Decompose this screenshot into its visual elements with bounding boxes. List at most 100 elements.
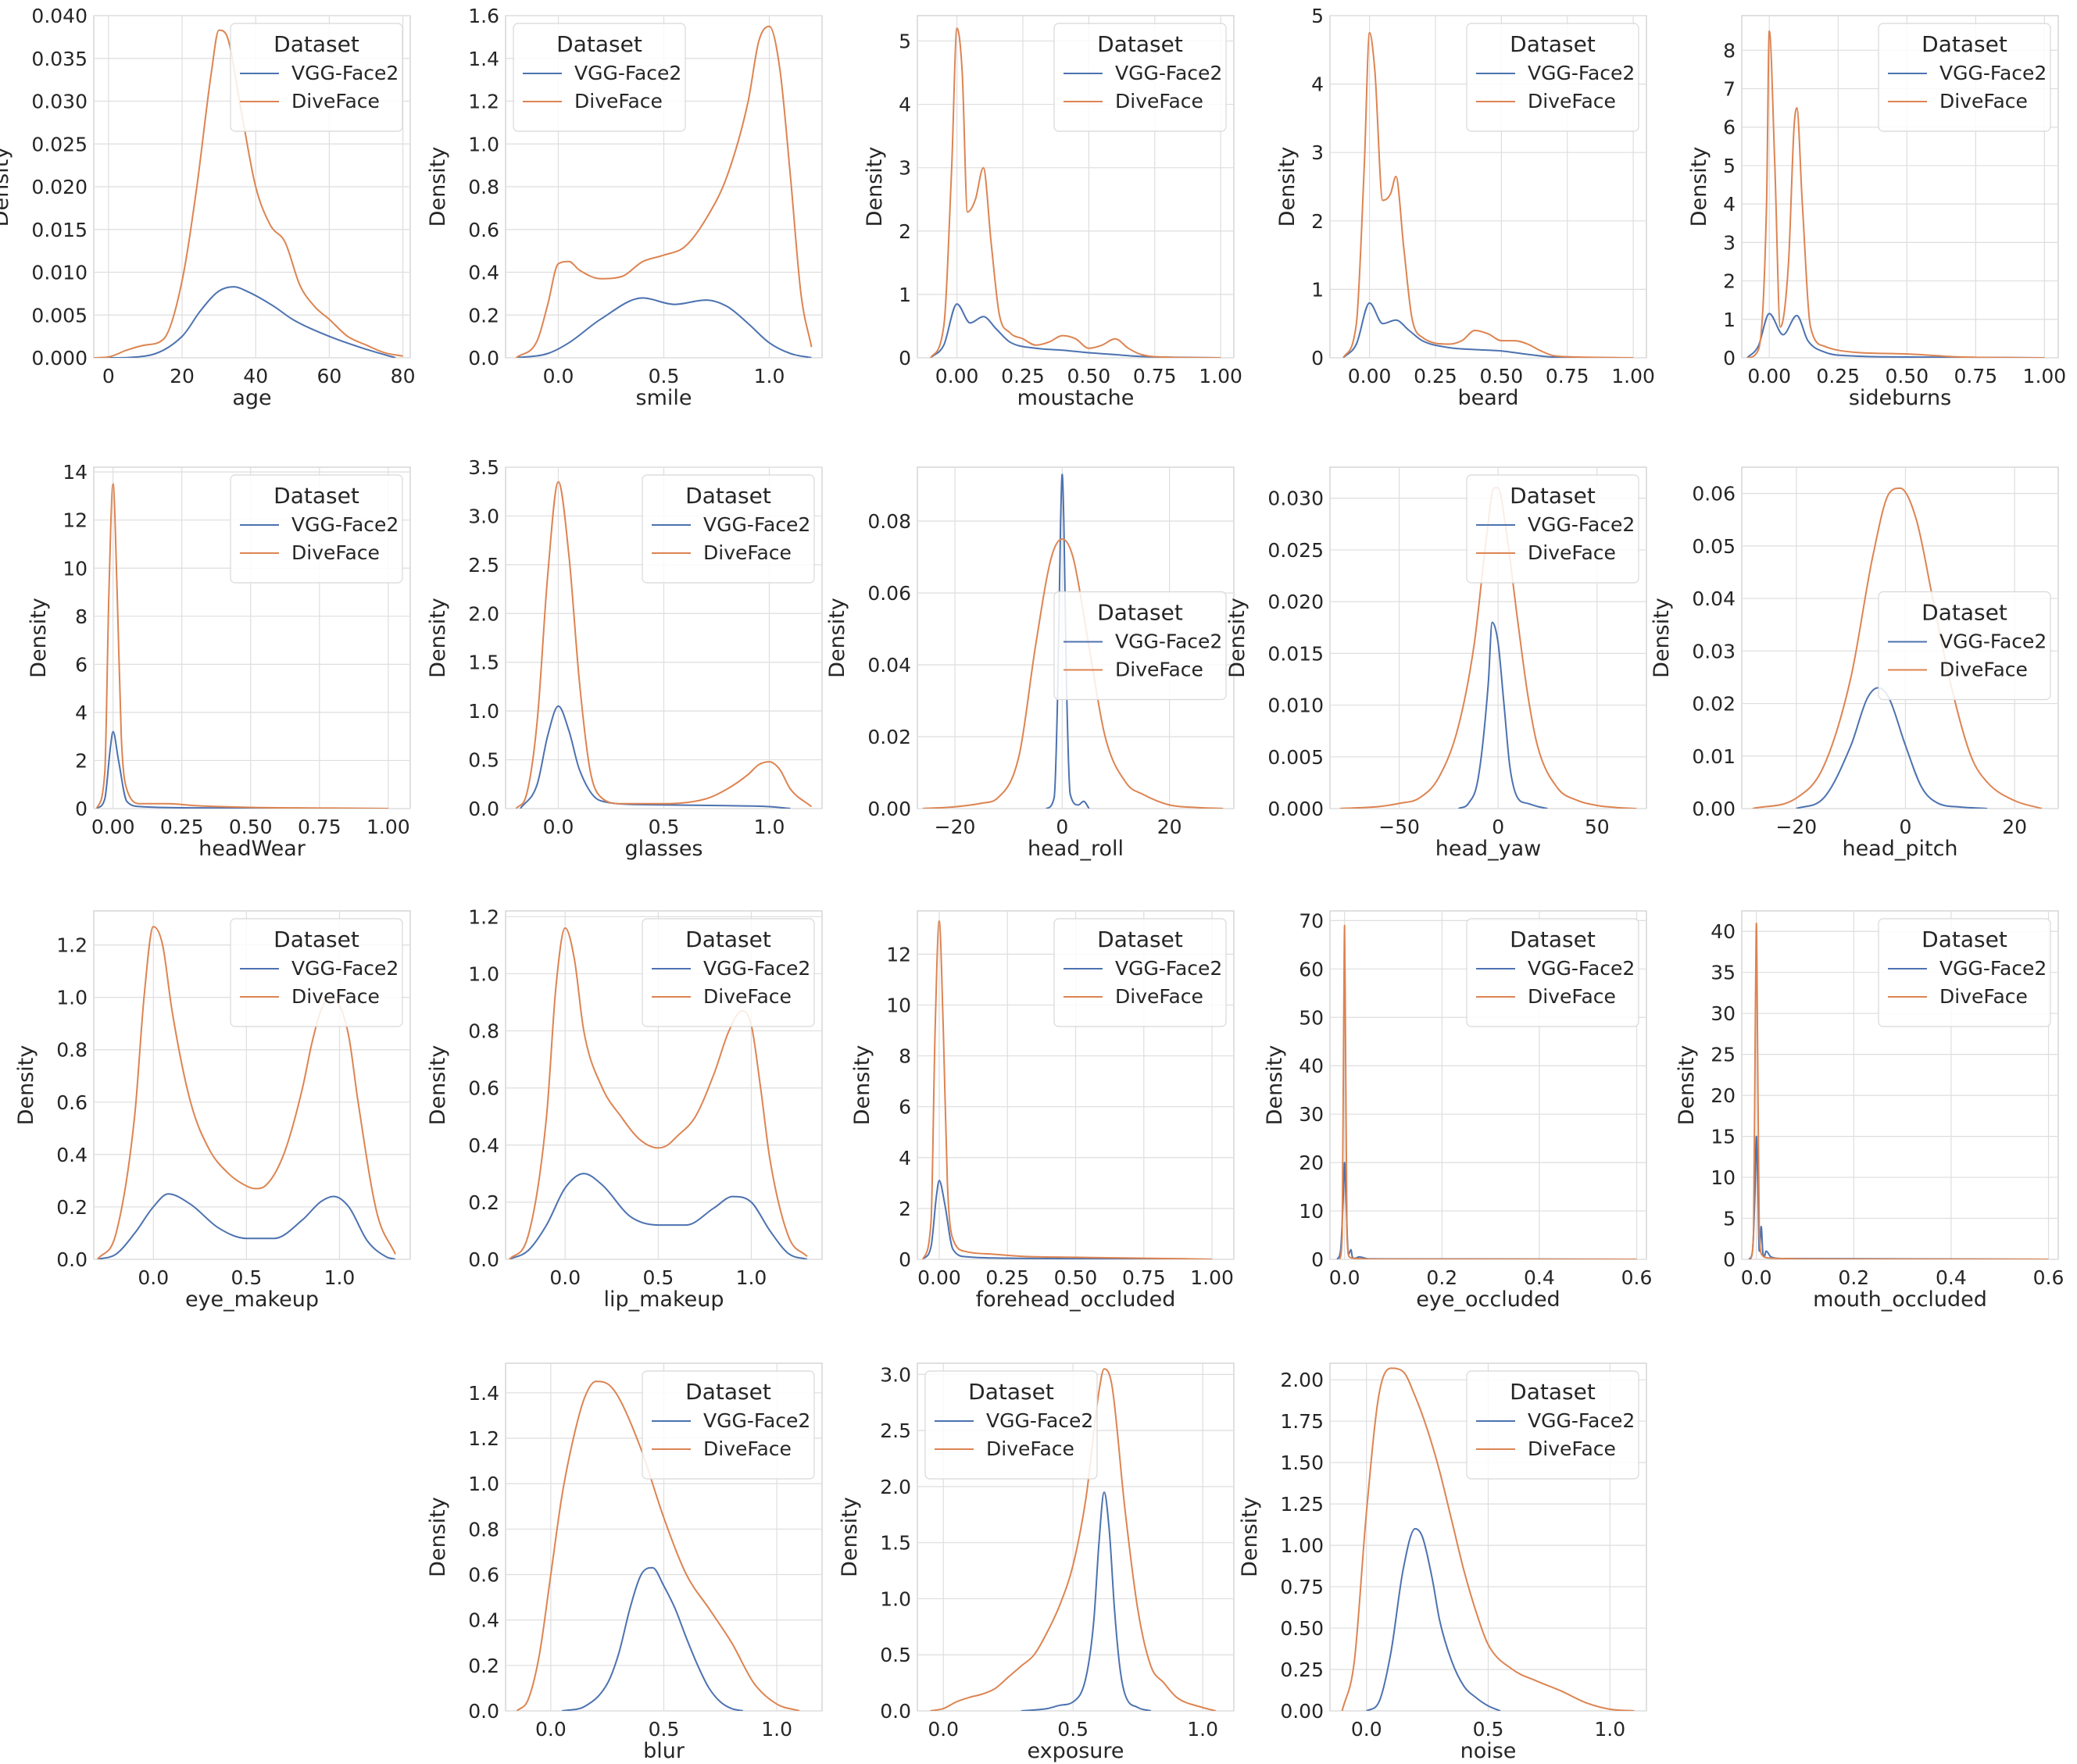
x-tick-label: 40 [243,365,268,387]
density-curve-vgg-face2 [1458,621,1548,809]
y-tick-label: 0.4 [468,1609,499,1632]
x-tick-label: 0.75 [1122,1266,1166,1289]
density-curve-vgg-face2 [930,303,1221,358]
legend: Dataset VGG-Face2 DiveFace [1053,591,1227,701]
y-tick-label: 2 [75,749,88,772]
x-tick-label: 0.00 [1747,365,1791,387]
y-tick-label: 0.0 [468,347,499,370]
x-tick-label: 0.75 [1546,365,1589,387]
density-curve-diveface [1341,1367,1635,1711]
density-curve-vgg-face2 [1046,473,1090,809]
x-tick-label: 60 [316,365,341,387]
y-tick-label: 40 [1711,920,1736,943]
y-tick-label: 0.0 [880,1700,911,1723]
density-curve-diveface [515,25,813,358]
density-curve-diveface [922,538,1224,809]
legend-entry-label: VGG-Face2 [1528,957,1635,980]
legend: Dataset VGG-Face2 DiveFace [1466,918,1639,1027]
x-tick-label: 1.0 [754,365,785,387]
x-tick-label: 0.0 [1351,1718,1382,1741]
legend-entry-label: DiveFace [703,541,792,564]
y-axis-label: Density [1238,1497,1262,1577]
y-tick-label: 2 [1311,210,1324,233]
density-curve-vgg-face2 [520,705,791,809]
density-panel-head-pitch: −20 0 20 0.00 0.01 0.02 0.03 0.04 0.05 0.06 head_p… [1650,466,2059,861]
y-axis-label: Density [14,1045,38,1126]
y-tick-label: 1.00 [1280,1534,1324,1557]
y-tick-label: 10 [63,557,88,580]
x-axis-label: moustache [1017,386,1135,410]
legend-entry-label: DiveFace [1528,541,1616,564]
x-tick-label: 0 [102,365,115,387]
x-tick-label: 1.00 [1199,365,1242,387]
y-tick-label: 0.015 [1267,642,1324,665]
y-tick-label: 0.4 [468,1134,499,1157]
y-axis-label: Density [426,1497,450,1577]
x-axis-label: beard [1457,386,1518,410]
y-tick-label: 0.0 [468,798,499,820]
y-tick-label: 0.02 [1692,693,1736,716]
x-axis-label: headWear [198,837,306,861]
y-axis-label: Density [426,598,450,678]
y-tick-label: 0.8 [468,176,499,198]
legend-entry-label: DiveFace [1528,985,1616,1008]
y-tick-label: 0.04 [867,654,911,677]
y-tick-label: 0.005 [31,304,88,327]
legend-title: Dataset [1510,31,1596,57]
legend: Dataset VGG-Face2 DiveFace [1878,23,2051,132]
density-curve-vgg-face2 [509,1173,808,1259]
legend-box [1053,23,1227,132]
density-panel-noise: 0.0 0.5 1.0 0.00 0.25 0.50 0.75 1.00 1.25 1.50 1.7… [1238,1362,1647,1763]
y-tick-label: 5 [899,30,911,52]
density-panel-eye-occluded: 0.0 0.2 0.4 0.6 0 10 20 30 40 50 60 70 eye_occluded D… [1263,909,1652,1312]
density-panel-sideburns: 0.00 0.25 0.50 0.75 1.00 0 1 2 3 4 5 6 7 8 sideburns De… [1687,15,2066,410]
density-panel-eye-makeup: 0.0 0.5 1.0 0.0 0.2 0.4 0.6 0.8 1.0 1.2 eye_makeup… [14,910,411,1312]
legend-entry-label: VGG-Face2 [291,957,399,980]
legend-title: Dataset [273,927,359,952]
x-tick-label: 50 [1585,816,1610,838]
x-tick-label: 0.25 [1816,365,1860,387]
legend: Dataset VGG-Face2 DiveFace [230,23,403,132]
y-tick-label: 12 [63,509,88,532]
legend-entry-label: VGG-Face2 [1115,630,1222,653]
density-curve-vgg-face2 [922,1180,1213,1259]
y-tick-label: 1 [1723,309,1736,331]
legend-box [1053,918,1227,1027]
y-tick-label: 0.2 [468,304,499,327]
x-tick-label: 0.75 [298,816,341,838]
legend-box [513,23,686,132]
x-tick-label: 80 [391,365,416,387]
legend: Dataset VGG-Face2 DiveFace [924,1370,1098,1480]
y-tick-label: 1.2 [468,905,499,928]
x-tick-label: 0.50 [229,816,273,838]
y-tick-label: 0.5 [468,749,499,772]
legend: Dataset VGG-Face2 DiveFace [642,918,815,1027]
y-tick-label: 2 [899,220,911,243]
y-tick-label: 1.4 [468,1382,499,1405]
y-tick-label: 12 [886,943,911,966]
y-tick-label: 10 [886,994,911,1016]
y-tick-label: 0 [1311,1248,1324,1271]
y-tick-label: 4 [899,1147,911,1169]
y-tick-label: 10 [1711,1166,1736,1189]
density-panel-glasses: 0.0 0.5 1.0 0.0 0.5 1.0 1.5 2.0 2.5 3.0 3.5 glasses… [426,456,823,861]
y-tick-label: 0.04 [1692,587,1736,610]
y-tick-label: 0.0 [468,1700,499,1723]
legend-box [642,474,815,584]
legend-title: Dataset [685,483,771,509]
x-tick-label: 0.00 [91,816,135,838]
x-tick-label: 0.2 [1426,1266,1457,1289]
y-tick-label: 0.030 [31,91,88,113]
y-axis-label: Density [838,1497,862,1577]
density-curve-vgg-face2 [1366,1527,1501,1711]
x-tick-label: 1.0 [1187,1718,1218,1741]
legend-title: Dataset [685,927,771,952]
x-tick-label: 0.50 [1054,1266,1098,1289]
legend-title: Dataset [273,483,359,509]
y-tick-label: 2.5 [468,554,499,577]
y-tick-label: 7 [1723,78,1736,101]
x-tick-label: 1.0 [754,816,785,838]
y-tick-label: 0.020 [31,176,88,198]
y-tick-label: 0 [1311,347,1324,370]
density-curve-diveface [1339,924,1637,1259]
